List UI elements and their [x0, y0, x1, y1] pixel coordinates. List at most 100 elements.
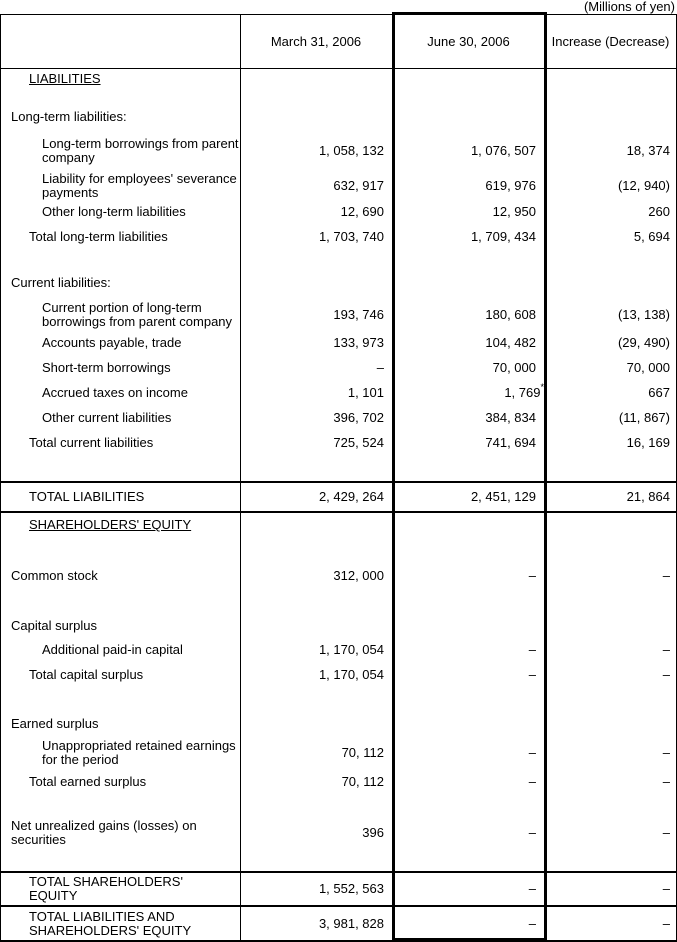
row-label: Accrued taxes on income	[42, 385, 188, 400]
value-march: 70, 112	[341, 774, 384, 789]
liabilities-section: LIABILITIES Long-term liabilities: Long-te…	[1, 69, 676, 481]
table-header-row: March 31, 2006 June 30, 2006 Increase (D…	[1, 15, 676, 68]
value-increase: –	[662, 667, 670, 682]
value-june: 384, 834	[485, 410, 536, 425]
value-increase: (29, 490)	[617, 335, 670, 350]
value-increase: 260	[648, 204, 670, 219]
value-march: 1, 170, 054	[318, 667, 384, 682]
row-label: Other long-term liabilities	[42, 204, 186, 219]
value-june: –	[528, 774, 536, 789]
row-label: TOTAL LIABILITIES	[29, 489, 145, 504]
row-label: Long-term liabilities:	[11, 109, 127, 124]
row-label: Total long-term liabilities	[29, 229, 168, 244]
footnote-mark: *	[540, 381, 544, 392]
value-june: 2, 451, 129	[470, 489, 536, 504]
row-label: Total earned surplus	[29, 774, 147, 789]
value-increase: 16, 169	[626, 435, 670, 450]
value-march: 133, 973	[333, 335, 384, 350]
value-increase: –	[662, 745, 670, 760]
table-row: Unappropriated retained earnings for the …	[1, 739, 676, 767]
header-divider-line	[1, 68, 676, 69]
table-row: Additional paid-in capital 1, 170, 054 – –	[1, 643, 676, 657]
table-row: Accrued taxes on income 1, 101 1, 769* 667	[1, 382, 676, 400]
row-label: Long-term borrowings from parent company	[42, 136, 239, 165]
units-note: (Millions of yen)	[583, 0, 675, 14]
value-march: 3, 981, 828	[318, 916, 384, 931]
value-increase: (11, 867)	[618, 410, 670, 425]
table-row: Liability for employees' severance paymen…	[1, 172, 676, 200]
value-march: 12, 690	[340, 204, 384, 219]
value-increase: –	[662, 568, 670, 583]
table-row: Total earned surplus 70, 112 – –	[1, 775, 676, 789]
equity-section: SHAREHOLDERS' EQUITY Common stock 312, 000…	[1, 513, 676, 871]
row-label: Current liabilities:	[11, 275, 111, 290]
header-label-column	[1, 15, 240, 68]
table-row: Current portion of long-term borrowings f…	[1, 301, 676, 329]
table-row: Accounts payable, trade 133, 973 104, 482 (…	[1, 336, 676, 350]
value-increase: (12, 940)	[617, 178, 670, 193]
grand-total-band: TOTAL LIABILITIES AND SHAREHOLDERS' EQUIT…	[1, 907, 676, 941]
value-june: 1, 709, 434	[470, 229, 536, 244]
value-increase: –	[662, 881, 670, 896]
table-row: TOTAL LIABILITIES AND SHAREHOLDERS' EQUIT…	[1, 907, 676, 941]
table-row: Other current liabilities 396, 702 384, 83…	[1, 411, 676, 425]
value-increase: –	[662, 825, 670, 840]
total-liabilities-bottom-line	[1, 511, 676, 513]
row-label: Capital surplus	[11, 618, 97, 633]
value-increase: (13, 138)	[617, 307, 670, 322]
row-label: LIABILITIES	[29, 71, 101, 86]
table-row: Total current liabilities 725, 524 741, 69…	[1, 436, 676, 450]
table-row: Other long-term liabilities 12, 690 12, 95…	[1, 205, 676, 219]
value-june: –	[528, 881, 536, 896]
table-row: SHAREHOLDERS' EQUITY	[1, 518, 676, 532]
header-increase-decrease: Increase (Decrease)	[551, 33, 670, 49]
value-increase: 70, 000	[626, 360, 670, 375]
value-march: 1, 170, 054	[318, 642, 384, 657]
value-june: –	[528, 916, 536, 931]
value-june: –	[528, 745, 536, 760]
header-june-30-2006: June 30, 2006	[427, 33, 510, 49]
table-row: TOTAL SHAREHOLDERS' EQUITY 1, 552, 563 – –	[1, 873, 676, 905]
row-label: Net unrealized gains (losses) on securiti…	[11, 818, 197, 847]
row-label: Total capital surplus	[29, 667, 144, 682]
row-label: Common stock	[11, 568, 98, 583]
value-increase: 21, 864	[626, 489, 670, 504]
label-column-divider	[240, 15, 241, 940]
value-march: 2, 429, 264	[318, 489, 384, 504]
row-label: TOTAL LIABILITIES AND SHAREHOLDERS' EQUIT…	[29, 909, 192, 938]
table-row: Current liabilities:	[1, 276, 676, 290]
row-label: Other current liabilities	[42, 410, 172, 425]
value-june: 619, 976	[485, 178, 536, 193]
value-june: 70, 000	[492, 360, 536, 375]
row-label: SHAREHOLDERS' EQUITY	[29, 517, 192, 532]
value-march: 396, 702	[333, 410, 384, 425]
value-increase: 18, 374	[626, 143, 670, 158]
table-row: Long-term borrowings from parent company 1…	[1, 137, 676, 165]
value-june: 104, 482	[485, 335, 536, 350]
value-june: 12, 950	[492, 204, 536, 219]
table-row: Total long-term liabilities 1, 703, 740 1,…	[1, 230, 676, 244]
total-equity-band: TOTAL SHAREHOLDERS' EQUITY 1, 552, 563 – –	[1, 873, 676, 905]
row-label: Current portion of long-term borrowings f…	[42, 300, 233, 329]
table-row: LIABILITIES	[1, 72, 676, 86]
table-row: TOTAL LIABILITIES 2, 429, 264 2, 451, 129 2…	[1, 483, 676, 511]
balance-sheet-table: March 31, 2006 June 30, 2006 Increase (D…	[0, 12, 677, 942]
value-march: 632, 917	[333, 178, 384, 193]
value-june: 1, 076, 507	[470, 143, 536, 158]
value-increase: 5, 694	[633, 229, 670, 244]
table-row: Short-term borrowings – 70, 000 70, 000	[1, 361, 676, 375]
value-march: 1, 058, 132	[318, 143, 384, 158]
row-label: Liability for employees' severance paymen…	[42, 171, 237, 200]
row-label: Short-term borrowings	[42, 360, 171, 375]
grand-total-top-line	[1, 905, 676, 907]
total-equity-top-line	[1, 871, 676, 873]
header-march-31-2006: March 31, 2006	[270, 33, 362, 49]
value-march: 193, 746	[333, 307, 384, 322]
value-june: 741, 694	[485, 435, 536, 450]
value-march: 725, 524	[333, 435, 384, 450]
value-june: –	[528, 568, 536, 583]
value-march: 70, 112	[341, 745, 384, 760]
value-march: 312, 000	[333, 568, 384, 583]
value-increase: –	[662, 916, 670, 931]
value-march: 1, 703, 740	[318, 229, 384, 244]
